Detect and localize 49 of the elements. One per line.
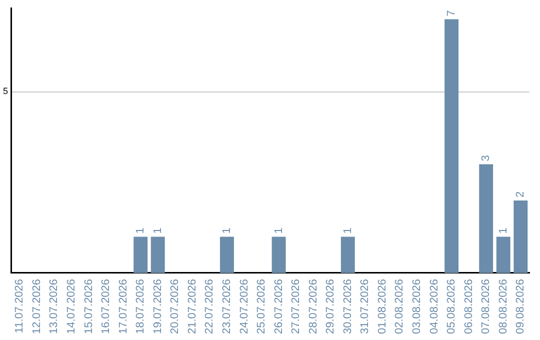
x-tick-label: 02.08.2026 [394,278,406,334]
x-tick-label: 04.08.2026 [428,278,440,334]
bar [340,236,355,273]
x-tick-label: 05.08.2026 [446,278,458,334]
x-tick-label: 17.07.2026 [117,278,130,334]
x-tick-label: 23.07.2026 [220,278,233,334]
x-tick-label: 30.07.2026 [342,278,354,334]
data-label: 1 [342,228,354,234]
x-tick-label: 15.07.2026 [82,278,95,334]
x-tick-label: 22.07.2026 [204,278,216,334]
data-label: 2 [514,191,527,198]
x-tick-label: 21.07.2026 [186,278,198,334]
x-tick-label: 18.07.2026 [134,278,147,334]
bar [444,19,459,273]
x-tick-label: 19.07.2026 [152,278,164,334]
data-label: 1 [220,228,233,234]
bar [220,236,234,273]
bar [272,236,286,273]
data-label: 7 [446,10,458,16]
x-tick-label: 13.07.2026 [48,278,60,334]
x-tick-label: 24.07.2026 [238,278,250,334]
x-tick-label: 11.07.2026 [14,278,26,334]
x-tick-label: 31.07.2026 [359,278,372,334]
x-tick-label: 08.08.2026 [497,278,510,334]
bar [150,236,165,273]
bar [514,200,528,273]
x-tick-label: 28.07.2026 [307,278,320,334]
x-tick-label: 03.08.2026 [411,278,424,334]
x-tick-label: 25.07.2026 [256,278,268,334]
data-label: 1 [152,228,164,234]
data-label: 1 [272,228,285,234]
x-tick-label: 29.07.2026 [324,278,337,334]
data-label: 1 [497,228,510,234]
data-label: 3 [480,155,492,162]
x-tick-label: 07.08.2026 [480,278,492,334]
x-tick-label: 09.08.2026 [514,278,527,334]
x-tick-label: 26.07.2026 [272,278,285,334]
x-tick-label: 01.08.2026 [376,278,388,334]
x-tick-label: 06.08.2026 [462,278,475,334]
bar [134,236,148,273]
bar [496,236,510,273]
data-label: 1 [134,228,147,234]
x-tick-label: 20.07.2026 [169,278,182,334]
x-tick-label: 14.07.2026 [66,278,78,334]
x-tick-label: 27.07.2026 [290,278,302,334]
y-tick-label: 5 [2,86,8,96]
x-tick-label: 16.07.2026 [100,278,112,334]
bar [479,164,494,273]
x-tick-label: 12.07.2026 [30,278,43,334]
